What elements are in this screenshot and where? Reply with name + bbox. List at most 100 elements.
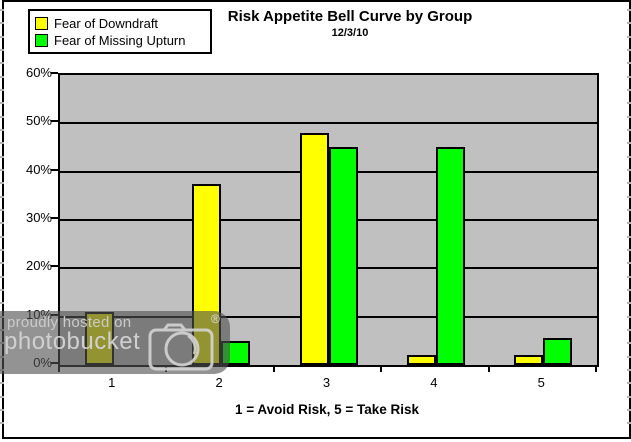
edge-tick <box>627 36 631 38</box>
x-axis-tick <box>487 365 490 372</box>
edge-tick <box>627 102 631 104</box>
y-axis-tick <box>51 120 58 123</box>
watermark-text-hosted: proudly hosted on <box>7 314 132 331</box>
edge-tick <box>0 36 4 38</box>
edge-tick <box>627 49 631 51</box>
edge-tick <box>627 116 631 118</box>
edge-tick <box>627 276 631 278</box>
y-axis-tick <box>51 217 58 219</box>
edge-tick <box>627 356 631 358</box>
x-axis-tick <box>595 365 597 372</box>
edge-tick <box>0 196 4 198</box>
y-axis-label: 30% <box>25 210 52 225</box>
edge-tick <box>627 142 631 144</box>
edge-tick <box>627 22 631 24</box>
legend-item: Fear of Downdraft <box>35 15 205 32</box>
edge-tick <box>627 342 631 344</box>
bar-series-0-cat-4 <box>406 355 436 365</box>
edge-tick <box>627 209 631 211</box>
edge-tick <box>0 382 4 384</box>
edge-tick <box>0 396 4 398</box>
y-axis-tick <box>51 265 58 268</box>
edge-tick <box>0 249 4 251</box>
watermark-text-photobucket: photobucket <box>4 328 141 355</box>
bar-series-1-cat-5 <box>543 338 573 365</box>
edge-tick <box>627 236 631 238</box>
edge-tick <box>627 382 631 384</box>
edge-tick <box>0 142 4 144</box>
edge-tick <box>627 222 631 224</box>
edge-tick <box>627 302 631 304</box>
y-axis-label: 60% <box>25 65 52 80</box>
edge-tick <box>627 76 631 78</box>
edge-tick <box>0 102 4 104</box>
edge-tick <box>0 62 4 64</box>
edge-tick <box>0 209 4 211</box>
edge-tick <box>0 89 4 91</box>
edge-tick <box>627 62 631 64</box>
edge-tick <box>0 409 4 411</box>
x-axis-label: 5 <box>537 375 545 390</box>
edge-tick <box>0 116 4 118</box>
y-axis-label: 50% <box>25 113 52 129</box>
edge-tick <box>627 129 631 131</box>
photobucket-watermark: proudly hosted on photobucket ® <box>0 311 230 374</box>
camera-icon <box>148 323 214 371</box>
x-axis-tick <box>380 365 383 372</box>
chart-subtitle: 12/3/10 <box>331 27 369 39</box>
edge-tick <box>627 409 631 411</box>
edge-tick <box>627 169 631 171</box>
x-axis-label: 1 <box>108 375 116 390</box>
legend-swatch-missing-upturn <box>35 34 48 47</box>
y-axis-label: 20% <box>25 258 52 274</box>
edge-tick <box>0 236 4 238</box>
x-axis-tick <box>272 365 275 372</box>
edge-tick <box>0 276 4 278</box>
edge-tick <box>0 22 4 24</box>
edge-tick <box>627 422 631 424</box>
legend-swatch-downdraft <box>35 17 48 30</box>
edge-tick <box>627 329 631 331</box>
chart-title: Risk Appetite Bell Curve by Group <box>227 8 473 25</box>
edge-tick <box>0 302 4 304</box>
edge-tick <box>0 262 4 264</box>
edge-tick <box>0 222 4 224</box>
bar-series-1-cat-4 <box>435 147 465 365</box>
edge-tick <box>627 289 631 291</box>
legend-label: Fear of Missing Upturn <box>54 33 186 48</box>
x-axis-label: 4 <box>430 375 438 390</box>
title-block: Risk Appetite Bell Curve by Group 12/3/1… <box>190 8 510 40</box>
edge-tick <box>0 182 4 184</box>
legend-item: Fear of Missing Upturn <box>35 32 205 49</box>
edge-tick <box>0 156 4 158</box>
edge-tick <box>627 262 631 264</box>
x-axis-title: 1 = Avoid Risk, 5 = Take Risk <box>234 402 420 417</box>
x-axis-label: 3 <box>322 375 331 390</box>
edge-tick <box>0 76 4 78</box>
edge-tick <box>627 89 631 91</box>
edge-tick <box>0 129 4 131</box>
legend: Fear of Downdraft Fear of Missing Upturn <box>28 9 212 54</box>
edge-tick <box>0 9 4 11</box>
edge-tick <box>627 249 631 251</box>
registered-trademark-icon: ® <box>211 312 220 326</box>
edge-tick <box>627 196 631 198</box>
y-axis-tick <box>51 168 58 171</box>
edge-tick <box>0 289 4 291</box>
y-axis-label: 40% <box>25 161 52 177</box>
edge-tick <box>627 316 631 318</box>
bar-series-0-cat-3 <box>299 133 329 365</box>
edge-tick <box>627 182 631 184</box>
x-axis-label: 2 <box>215 375 223 390</box>
edge-tick <box>627 396 631 398</box>
gridline <box>60 122 597 125</box>
bar-series-0-cat-5 <box>514 355 544 365</box>
edge-tick <box>627 369 631 371</box>
edge-tick <box>0 49 4 51</box>
legend-label: Fear of Downdraft <box>54 16 159 31</box>
edge-tick <box>627 9 631 11</box>
y-axis-tick <box>51 72 58 74</box>
bar-series-1-cat-3 <box>328 147 358 365</box>
edge-tick <box>627 156 631 158</box>
